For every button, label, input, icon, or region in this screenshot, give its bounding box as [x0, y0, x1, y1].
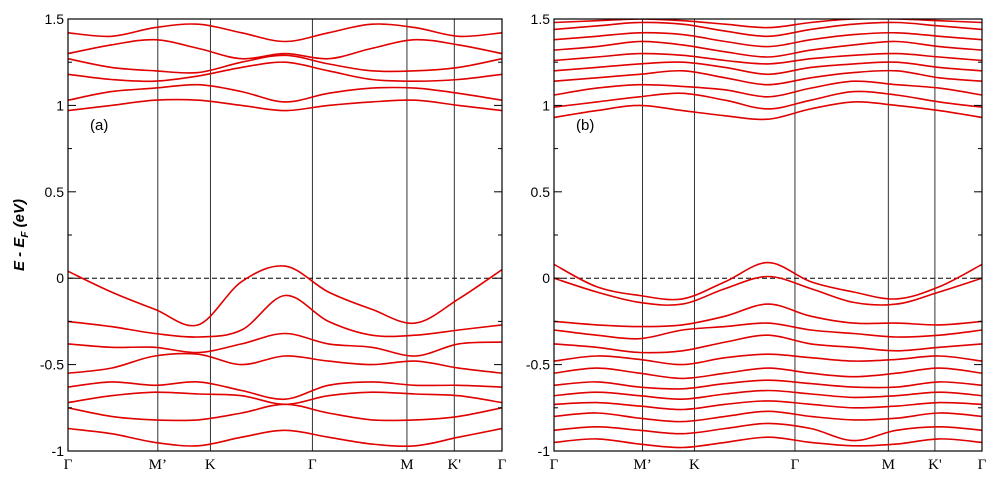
panel-label: (a): [90, 117, 108, 134]
y-label-ef: E: [11, 237, 28, 248]
x-tick-label: M: [400, 457, 413, 473]
y-tick-label: -0.5: [40, 357, 64, 373]
y-tick-label: -1: [52, 443, 65, 459]
y-axis-label: E - EF (eV): [11, 199, 31, 271]
band-line: [68, 61, 502, 83]
y-label-minus: -: [11, 248, 28, 261]
x-tick-label: K: [689, 457, 700, 473]
y-label-ef-subscript: F: [20, 231, 31, 238]
x-tick-label: M’: [149, 457, 167, 473]
panel-label: (b): [576, 117, 594, 134]
band-line: [68, 391, 502, 406]
x-tick-label: Γ: [550, 457, 559, 473]
y-tick-label: 1.5: [531, 11, 551, 27]
band-line: [554, 422, 982, 442]
band-line: [554, 261, 982, 301]
y-label-e: E: [11, 260, 28, 271]
band-line: [554, 353, 982, 366]
band-line: [554, 90, 982, 110]
x-tick-label: Γ: [64, 457, 73, 473]
band-line: [68, 98, 502, 112]
band-line: [554, 334, 982, 354]
band-line: [68, 83, 502, 103]
plot-frame: [553, 18, 983, 452]
x-tick-label: M’: [633, 457, 651, 473]
x-tick-label: K': [447, 457, 461, 473]
band-line: [68, 54, 502, 74]
x-tick-label: K': [928, 457, 942, 473]
y-tick-label: 1: [56, 97, 64, 113]
band-line: [554, 379, 982, 390]
band-line: [554, 410, 982, 423]
y-tick-label: -1: [538, 443, 551, 459]
band-line: [554, 367, 982, 380]
bands-group: [68, 23, 502, 448]
band-line: [554, 31, 982, 48]
band-line: [554, 21, 982, 38]
band-line: [68, 23, 502, 43]
band-line: [68, 265, 502, 327]
y-tick-label: 1: [542, 97, 550, 113]
y-tick-label: 0: [542, 270, 550, 286]
x-tick-label: Γ: [308, 457, 317, 473]
band-line: [68, 403, 502, 422]
band-line: [68, 380, 502, 401]
band-line: [68, 294, 502, 338]
band-line: [554, 389, 982, 401]
x-tick-label: M: [882, 457, 895, 473]
band-line: [554, 69, 982, 86]
band-line: [554, 400, 982, 411]
x-tick-label: Γ: [978, 457, 987, 473]
band-line: [554, 61, 982, 76]
panel-b: -1 -0.5 0 0.5 1 1.5 Γ M’ K Γ M K' Γ (b): [526, 11, 987, 473]
panel-a: -1 -0.5 0 0.5 1 1.5 Γ M’ K Γ M K' Γ (a): [40, 11, 507, 473]
band-line: [68, 427, 502, 448]
x-tick-label: K: [205, 457, 216, 473]
y-tick-label: 1.5: [45, 11, 65, 27]
band-line: [68, 38, 502, 60]
x-tick-label: Γ: [498, 457, 507, 473]
band-line: [554, 101, 982, 121]
svg-text:E - EF (eV): E - EF (eV): [11, 199, 31, 271]
band-line: [554, 52, 982, 65]
band-line: [554, 275, 982, 306]
x-tick-label: Γ: [791, 457, 800, 473]
y-label-unit: (eV): [11, 199, 28, 232]
band-line: [68, 332, 502, 357]
band-line: [554, 80, 982, 98]
y-tick-label: 0.5: [45, 184, 65, 200]
band-line: [554, 40, 982, 58]
band-line: [554, 322, 982, 340]
y-tick-label: -0.5: [526, 357, 550, 373]
y-tick-label: 0.5: [531, 184, 551, 200]
y-tick-label: 0: [56, 270, 64, 286]
band-line: [554, 436, 982, 449]
band-line: [554, 303, 982, 328]
band-line: [68, 352, 502, 374]
bands-group: [554, 19, 982, 449]
